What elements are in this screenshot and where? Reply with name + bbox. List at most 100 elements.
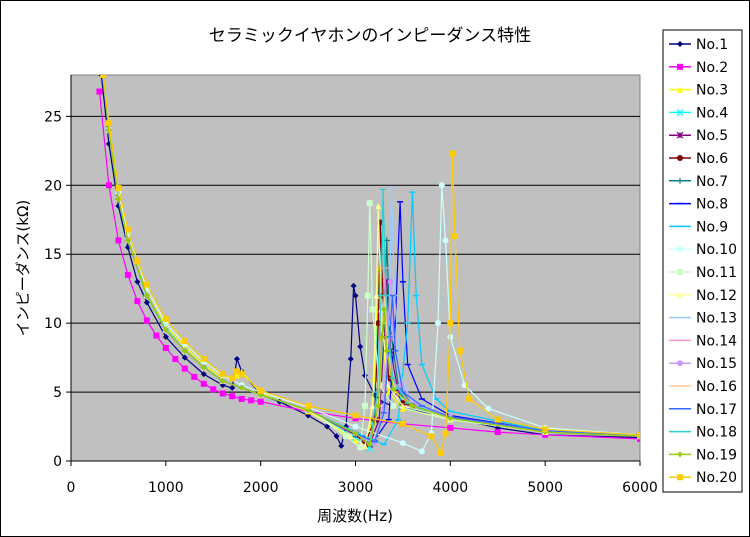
legend: No.1 No.2 No.3 No.4 No.5 No.6 No.7 No.8 No.9 No.1… — [662, 29, 743, 493]
data-point — [456, 347, 463, 354]
data-point — [447, 320, 454, 327]
data-point — [366, 441, 373, 448]
data-point — [409, 402, 416, 409]
data-point — [233, 355, 240, 362]
data-point — [324, 423, 331, 430]
series-line — [102, 75, 640, 453]
data-point — [387, 278, 394, 285]
legend-entry: No.18 — [669, 425, 737, 441]
legend-entry: No.10 — [669, 242, 737, 258]
data-point — [435, 320, 442, 327]
data-point — [352, 430, 359, 437]
data-point — [449, 150, 456, 157]
data-point — [191, 373, 198, 380]
data-point — [343, 433, 350, 440]
data-point — [347, 433, 354, 440]
legend-swatch-marker — [677, 41, 683, 47]
x-tick-label: 1000 — [148, 480, 184, 496]
data-point — [181, 365, 188, 372]
series-line — [102, 75, 640, 455]
data-point — [233, 372, 240, 379]
legend-label: No.19 — [696, 447, 737, 463]
data-point — [352, 412, 359, 419]
data-point — [364, 292, 371, 299]
data-point — [452, 233, 459, 240]
y-tick-label: 0 — [53, 454, 62, 470]
data-point — [357, 343, 364, 350]
data-point — [373, 292, 380, 299]
axes: 0 5 10 15 20 25 0 1000 2000 3000 4000 5000 6000 — [44, 75, 658, 496]
legend-swatch-marker — [677, 63, 683, 70]
data-point — [248, 397, 255, 404]
data-point — [115, 196, 122, 203]
legend-label: No.5 — [696, 128, 728, 144]
data-point — [200, 355, 207, 362]
data-point — [447, 333, 454, 340]
data-point — [200, 380, 207, 387]
data-point — [143, 281, 150, 288]
data-point — [233, 368, 240, 375]
data-point — [124, 226, 131, 233]
data-point — [485, 405, 492, 412]
data-point — [134, 278, 141, 285]
legend-label: No.10 — [696, 242, 737, 258]
legend-entry: No.12 — [669, 288, 737, 304]
data-point — [115, 237, 122, 244]
legend-label: No.18 — [696, 425, 737, 441]
y-tick-label: 10 — [44, 316, 62, 332]
legend-label: No.8 — [696, 197, 728, 213]
legend-swatch-marker — [676, 108, 684, 116]
data-point — [124, 271, 131, 278]
data-point — [219, 390, 226, 397]
data-point — [333, 433, 340, 440]
legend-label: No.14 — [696, 333, 737, 349]
data-point — [350, 282, 357, 289]
legend-entry: No.15 — [669, 356, 737, 372]
legend-entry: No.20 — [669, 470, 737, 486]
data-point — [438, 182, 445, 189]
data-point — [96, 88, 103, 95]
data-point — [210, 386, 217, 393]
data-point — [162, 344, 169, 351]
data-point — [447, 424, 454, 431]
data-point — [143, 292, 150, 299]
legend-swatch-marker — [677, 474, 683, 481]
plot-area — [70, 74, 641, 462]
legend-entry: No.9 — [669, 219, 728, 235]
data-point — [466, 395, 473, 402]
legend-label: No.12 — [696, 288, 737, 304]
legend-swatch-marker — [677, 246, 683, 253]
data-point — [390, 386, 397, 393]
data-point — [352, 423, 359, 430]
data-point — [219, 371, 226, 378]
data-point — [257, 398, 264, 405]
data-point — [105, 182, 112, 189]
data-point — [428, 433, 435, 440]
x-tick-label: 6000 — [622, 480, 658, 496]
y-tick-label: 20 — [44, 178, 62, 194]
data-point — [494, 416, 501, 423]
legend-entry: No.4 — [669, 105, 728, 121]
data-point — [418, 448, 425, 455]
x-tick-label: 2000 — [243, 480, 279, 496]
legend-box — [662, 29, 743, 493]
legend-swatch-marker — [677, 269, 683, 275]
legend-label: No.20 — [696, 470, 737, 486]
data-point — [399, 440, 406, 447]
series-no-20 — [100, 75, 640, 456]
data-point — [162, 316, 169, 323]
data-point — [229, 393, 236, 400]
legend-label: No.13 — [696, 311, 737, 327]
data-point — [352, 292, 359, 299]
data-point — [357, 444, 364, 451]
y-tick-label: 5 — [53, 385, 62, 401]
legend-entry: No.3 — [669, 83, 728, 99]
legend-entry: No.1 — [669, 37, 728, 53]
data-point — [447, 415, 454, 422]
data-point — [162, 333, 169, 340]
data-point — [369, 402, 376, 409]
data-point — [375, 402, 382, 409]
data-point — [542, 426, 549, 433]
data-point — [305, 402, 312, 409]
